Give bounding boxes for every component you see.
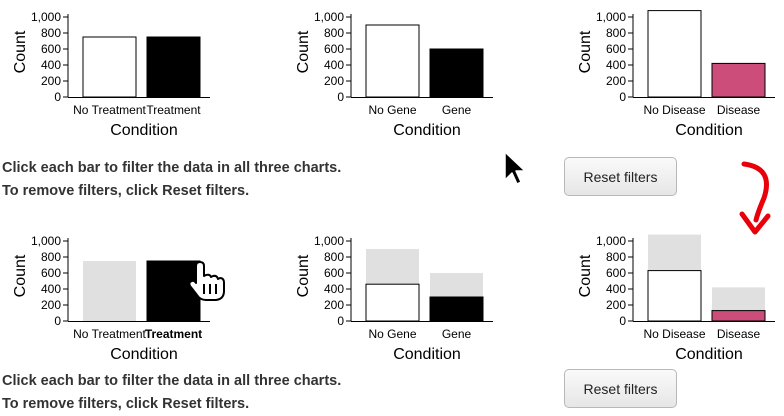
y-tick-label: 200 [324,74,344,88]
x-axis-title: Condition [393,346,461,363]
y-tick-label: 0 [54,90,61,104]
y-tick-label: 400 [606,58,626,72]
y-tick-label: 200 [606,74,626,88]
y-tick-label: 0 [54,314,61,328]
x-axis-title: Condition [675,346,743,363]
bar-no-disease[interactable] [647,10,702,98]
y-tick-label: 600 [606,42,626,56]
y-axis-title: Count [577,254,594,297]
y-tick-label: 200 [324,298,344,312]
y-tick-label: 0 [619,90,626,104]
y-axis-title: Count [577,30,594,73]
x-tick-label: No Gene [368,327,416,341]
y-tick-label: 1,000 [314,10,344,24]
y-tick-label: 1,000 [314,234,344,248]
y-tick-label: 400 [606,282,626,296]
bar-gene[interactable] [429,296,484,322]
y-tick-label: 600 [41,266,61,280]
x-tick-label: No Disease [643,103,705,117]
y-tick-label: 200 [41,298,61,312]
y-tick-label: 1,000 [31,10,61,24]
y-tick-label: 200 [41,74,61,88]
x-tick-label: Gene [442,327,472,341]
y-tick-label: 800 [606,26,626,40]
bar-no-treatment[interactable] [82,36,137,98]
reset-filters-button-bottom[interactable]: Reset filters [564,369,677,408]
y-tick-label: 400 [41,282,61,296]
instruction-line: Click each bar to filter the data in all… [2,373,342,389]
instructions-bottom: Click each bar to filter the data in all… [2,370,341,416]
x-tick-label: Disease [717,103,761,117]
y-tick-label: 400 [324,58,344,72]
y-tick-label: 600 [324,266,344,280]
y-tick-label: 0 [619,314,626,328]
instructions-top: Click each bar to filter the data in all… [2,157,341,203]
y-tick-label: 1,000 [596,234,626,248]
chart-gene-bottom: 0 200 400 600 800 1,000 No Gene Gene Condition Co… [295,234,493,363]
bar-disease[interactable] [711,62,766,98]
hand-cursor-icon [188,261,225,301]
mouse-pointer-icon [504,151,526,185]
y-axis-title: Count [12,30,29,73]
x-axis-title: Condition [110,122,178,139]
y-tick-label: 600 [324,42,344,56]
bar-disease[interactable] [711,310,766,322]
y-tick-label: 600 [41,42,61,56]
chart-disease-bottom: 0 200 400 600 800 1,000 No Disease Disease Condi… [577,234,775,363]
y-axis-title: Count [295,254,312,297]
y-tick-label: 800 [324,250,344,264]
y-tick-label: 1,000 [596,10,626,24]
chart-disease-top: 0 200 400 600 800 1,000 No Disease Disease Condi… [577,10,775,139]
bar-gene[interactable] [429,48,484,98]
x-tick-label: No Disease [643,327,705,341]
x-tick-label: No Treatment [73,103,146,117]
arrow-head [739,211,771,235]
x-tick-label: No Treatment [73,327,146,341]
y-tick-label: 0 [337,90,344,104]
red-curved-arrow-icon [739,161,771,235]
bar-no-gene[interactable] [365,283,420,322]
chart-treatment-top: 0 200 400 600 800 1,000 No Treatment Treatment C… [12,10,210,139]
x-tick-label: Treatment [146,103,201,117]
x-tick-label: No Gene [368,103,416,117]
y-tick-label: 800 [41,250,61,264]
bar-total-no-treatment[interactable] [83,261,136,321]
instruction-line: To remove filters, click Reset filters. [2,396,250,412]
x-axis-title: Condition [110,346,178,363]
y-tick-label: 400 [41,58,61,72]
bar-treatment[interactable] [146,36,201,98]
y-tick-label: 0 [337,314,344,328]
y-axis-title: Count [295,30,312,73]
y-tick-label: 400 [324,282,344,296]
y-tick-label: 800 [41,26,61,40]
reset-filters-button-top[interactable]: Reset filters [564,157,677,196]
x-axis-title: Condition [393,122,461,139]
x-axis-title: Condition [675,122,743,139]
y-tick-label: 1,000 [31,234,61,248]
y-tick-label: 800 [606,250,626,264]
instruction-line: To remove filters, click Reset filters. [2,183,250,199]
x-tick-label: Disease [717,327,761,341]
y-axis-title: Count [12,254,29,297]
arrow-shaft [741,161,769,223]
x-tick-label: Treatment [145,327,202,341]
y-tick-label: 600 [606,266,626,280]
bar-no-disease[interactable] [647,270,702,322]
chart-gene-top: 0 200 400 600 800 1,000 No Gene Gene Condition Co… [295,10,493,139]
bar-treatment[interactable] [146,260,201,322]
x-tick-label: Gene [442,103,472,117]
y-tick-label: 200 [606,298,626,312]
instruction-line: Click each bar to filter the data in all… [2,160,342,176]
bar-no-gene[interactable] [365,24,420,98]
y-tick-label: 800 [324,26,344,40]
